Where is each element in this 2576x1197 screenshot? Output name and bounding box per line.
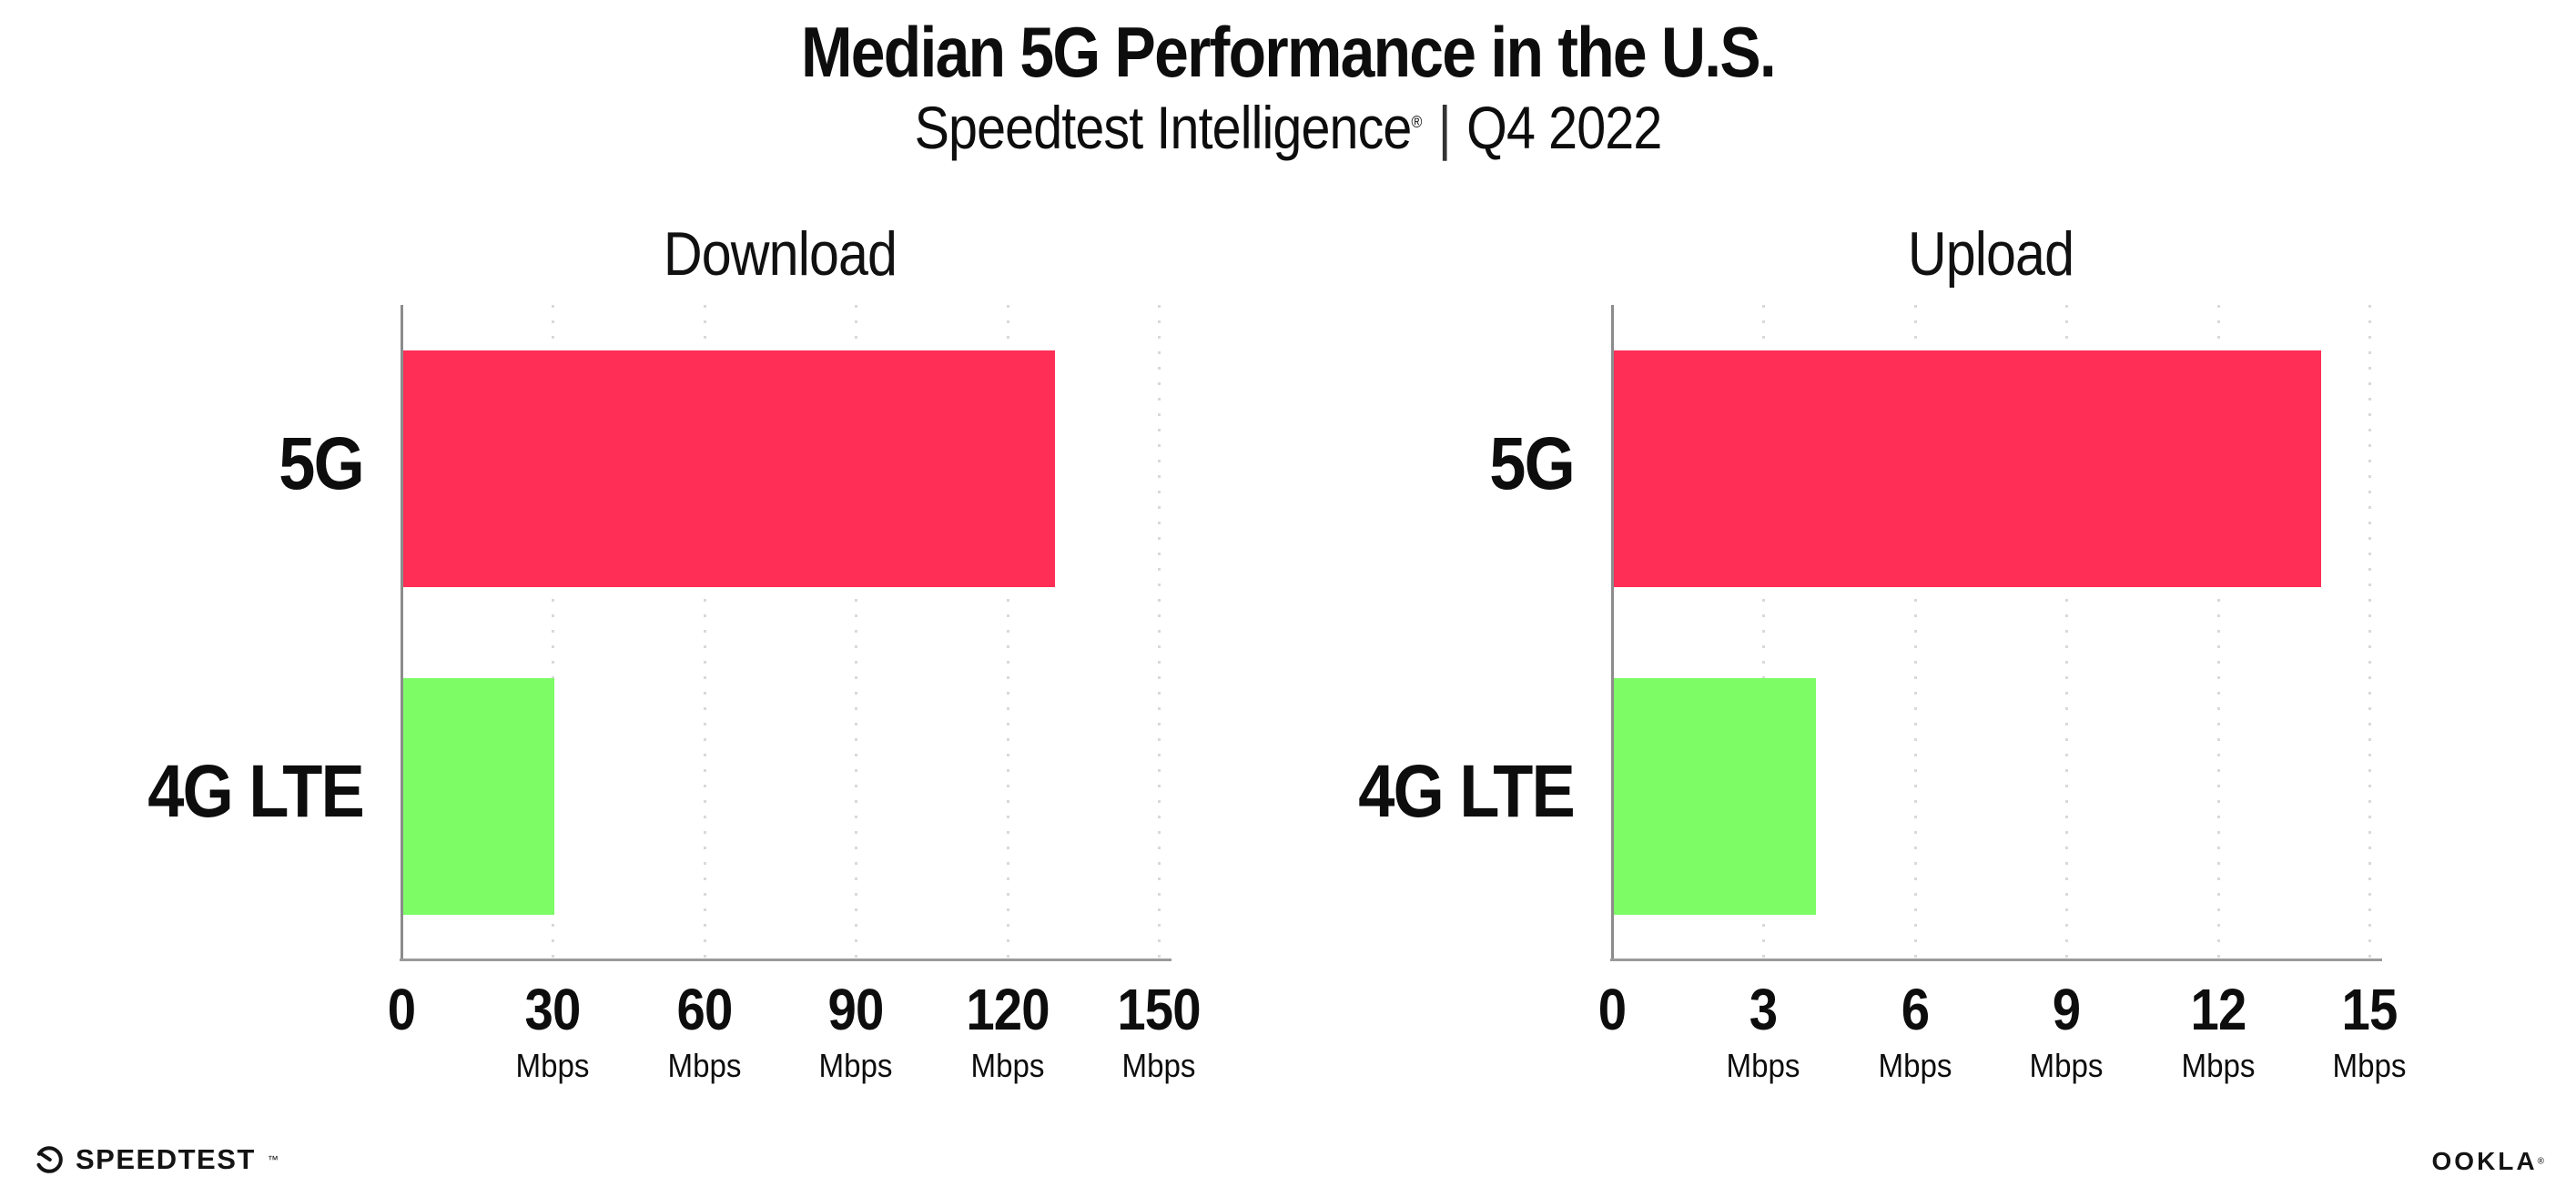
x-tick-unit-upload: Mbps xyxy=(1878,1047,1952,1084)
category-label-5g-download: 5G xyxy=(279,422,365,505)
bar-4g-lte-upload xyxy=(1614,678,1816,915)
bar-4g-lte-download xyxy=(403,678,554,915)
category-label-5g-upload: 5G xyxy=(1489,422,1576,505)
subtitle-brand: Speedtest Intelligence xyxy=(914,94,1413,161)
x-tick-unit-download: Mbps xyxy=(515,1047,590,1084)
gridline-download xyxy=(1007,305,1009,959)
gridline-upload xyxy=(1762,305,1765,959)
gridline-upload xyxy=(2065,305,2068,959)
x-tick-label-upload: 12 xyxy=(2190,977,2247,1042)
x-tick-label-upload: 6 xyxy=(1901,977,1930,1042)
gridline-download xyxy=(855,305,857,959)
registered-mark: ® xyxy=(1411,112,1423,131)
page-subtitle: Speedtest Intelligence® | Q4 2022 xyxy=(167,93,2409,162)
x-tick-unit-upload: Mbps xyxy=(2181,1047,2256,1084)
ookla-registered-mark: ® xyxy=(2537,1156,2544,1167)
x-tick-label-upload: 9 xyxy=(2052,977,2081,1042)
x-tick-label-download: 120 xyxy=(966,977,1050,1042)
x-tick-label-download: 150 xyxy=(1117,977,1201,1042)
ookla-logo-text: OOKLA xyxy=(2431,1147,2538,1175)
gridline-download xyxy=(552,305,554,959)
speedtest-gauge-icon xyxy=(35,1146,63,1173)
page-title: Median 5G Performance in the U.S. xyxy=(800,12,1777,92)
gridline-upload xyxy=(2217,305,2220,959)
category-label-4g-lte-upload: 4G LTE xyxy=(1358,750,1575,833)
x-tick-unit-download: Mbps xyxy=(667,1047,742,1084)
x-tick-unit-download: Mbps xyxy=(818,1047,893,1084)
x-axis-line-download xyxy=(400,959,1171,961)
chart-title-upload: Upload xyxy=(1907,219,2074,289)
subtitle-period: Q4 2022 xyxy=(1466,94,1662,161)
x-tick-unit-upload: Mbps xyxy=(2332,1047,2407,1084)
x-tick-unit-download: Mbps xyxy=(1121,1047,1196,1084)
x-tick-unit-upload: Mbps xyxy=(1726,1047,1800,1084)
x-axis-line-upload xyxy=(1610,959,2382,961)
bar-5g-upload xyxy=(1614,350,2321,587)
x-tick-unit-download: Mbps xyxy=(970,1047,1045,1084)
x-tick-label-download: 30 xyxy=(524,977,582,1042)
trademark-mark: ™ xyxy=(267,1153,279,1166)
x-tick-label-upload: 0 xyxy=(1597,977,1627,1042)
y-axis-line-upload xyxy=(1611,305,1614,961)
gridline-download xyxy=(1158,305,1161,959)
x-tick-label-upload: 15 xyxy=(2341,977,2399,1042)
ookla-logo: OOKLA® xyxy=(2432,1147,2544,1176)
gridline-download xyxy=(704,305,706,959)
gridline-upload xyxy=(2368,305,2371,959)
gridline-upload xyxy=(1914,305,1917,959)
speedtest-logo-text: SPEEDTEST xyxy=(76,1143,256,1175)
chart-title-download: Download xyxy=(663,219,898,289)
x-tick-label-download: 60 xyxy=(676,977,734,1042)
x-tick-label-download: 0 xyxy=(387,977,416,1042)
x-tick-label-upload: 3 xyxy=(1749,977,1778,1042)
category-label-4g-lte-download: 4G LTE xyxy=(147,750,364,833)
speedtest-logo: SPEEDTEST ™ xyxy=(35,1143,279,1176)
x-tick-label-download: 90 xyxy=(827,977,885,1042)
y-axis-line-download xyxy=(401,305,403,961)
x-tick-unit-upload: Mbps xyxy=(2029,1047,2104,1084)
subtitle-separator: | xyxy=(1437,94,1452,161)
bar-5g-download xyxy=(403,350,1055,587)
